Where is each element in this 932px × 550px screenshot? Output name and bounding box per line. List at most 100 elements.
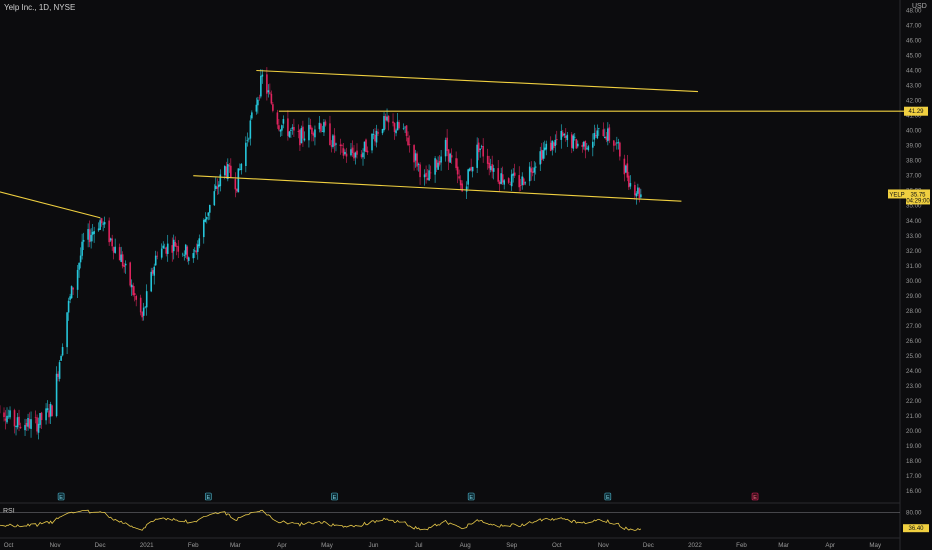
candle-body (613, 140, 615, 146)
candle-body (299, 129, 301, 146)
candle-body (133, 293, 136, 295)
time-tick-label: Nov (50, 542, 62, 549)
time-tick-label: Dec (643, 542, 654, 549)
candle-body (402, 128, 405, 129)
candle-body (255, 104, 258, 112)
candle-body (476, 144, 478, 168)
candle-body (39, 413, 41, 425)
candle-body (480, 146, 483, 147)
candle-body (425, 172, 427, 177)
candle-body (165, 247, 168, 254)
candle-body (97, 228, 100, 231)
candle-body (467, 169, 469, 185)
earnings-marker (331, 492, 338, 501)
candle-body (345, 153, 348, 157)
candle-body (153, 266, 156, 276)
candle-body (205, 216, 208, 220)
candle-body (230, 165, 232, 178)
candle-body (246, 140, 249, 142)
candle-body (512, 173, 515, 176)
candle-body (72, 287, 74, 290)
candle-body (177, 246, 180, 252)
price-tick-label: 31.00 (906, 263, 922, 270)
candle-body (573, 136, 576, 138)
candle-body (270, 93, 273, 104)
rsi-pane: 80.00 36.40 (0, 509, 929, 533)
candle-body (25, 422, 28, 427)
candle-body (258, 97, 261, 99)
candle-body (344, 151, 346, 155)
candle-body (356, 150, 358, 155)
candle-body (629, 183, 632, 187)
price-axis[interactable]: 48.00 47.00 46.00 45.00 44.00 43.00 42.00 41.00… (906, 7, 922, 495)
candle-body (438, 160, 441, 165)
candle-body (638, 188, 641, 198)
candle-body (350, 149, 352, 156)
candle-body (595, 135, 597, 137)
candle-body (90, 234, 92, 242)
rsi-label: RSI (3, 508, 15, 515)
price-tick-label: 48.00 (906, 7, 922, 14)
time-axis[interactable]: Oct Nov Dec 2021 Feb Mar Apr May Jun Jul Aug Sep Oct… (4, 542, 882, 549)
earnings-letter: E (206, 495, 210, 501)
candle-body (408, 144, 411, 145)
price-tick-label: 44.00 (906, 68, 922, 75)
candle-body (202, 220, 205, 238)
price-tick-label: 40.00 (906, 128, 922, 135)
candle-body (30, 419, 32, 429)
candle-body (413, 145, 415, 163)
candle-body (470, 167, 472, 171)
candle-body (309, 125, 312, 129)
candle-body (549, 142, 552, 152)
price-tick-label: 25.00 (906, 353, 922, 360)
candle-body (608, 127, 611, 141)
candle-body (300, 127, 303, 144)
candle-body (551, 140, 554, 150)
candle-body (489, 166, 492, 170)
time-tick-label: Oct (4, 542, 14, 549)
candle-body (239, 168, 241, 170)
candle-body (392, 121, 394, 124)
candle-body (27, 417, 29, 427)
candle-body (576, 143, 579, 147)
candle-body (619, 142, 621, 157)
candle-body (267, 90, 270, 93)
candle-body (218, 184, 220, 188)
candle-body (163, 247, 166, 249)
candle-body (151, 270, 154, 274)
time-tick-label: Feb (736, 542, 747, 549)
candle-body (617, 142, 620, 144)
candle-body (465, 186, 468, 192)
candle-body (554, 139, 557, 146)
earnings-letter: E (606, 495, 610, 501)
candle-body (224, 166, 226, 176)
earnings-marker (204, 492, 212, 501)
candle-body (293, 126, 295, 131)
candle-body (112, 247, 115, 253)
candle-body (114, 246, 116, 253)
candle-body (342, 148, 345, 156)
candle-body (552, 142, 555, 149)
trendline (256, 69, 698, 93)
trendlines[interactable] (0, 69, 921, 219)
candle-body (435, 160, 438, 168)
candle-body (7, 415, 10, 417)
candle-body (196, 244, 199, 252)
earnings-letter: E (753, 495, 757, 501)
candle-body (377, 132, 379, 134)
candle-body (323, 122, 325, 133)
candle-body (640, 194, 642, 198)
candle-body (245, 142, 247, 167)
candle-body (321, 131, 324, 132)
time-tick-label: Jun (369, 542, 380, 549)
candle-body (444, 139, 447, 157)
candle-body (24, 425, 26, 431)
candle-body (123, 265, 125, 268)
price-tick-label: 22.00 (906, 398, 922, 405)
time-tick-label: May (869, 542, 882, 549)
candle-body (187, 257, 190, 261)
candle-body (584, 140, 587, 151)
candle-body (290, 129, 292, 131)
